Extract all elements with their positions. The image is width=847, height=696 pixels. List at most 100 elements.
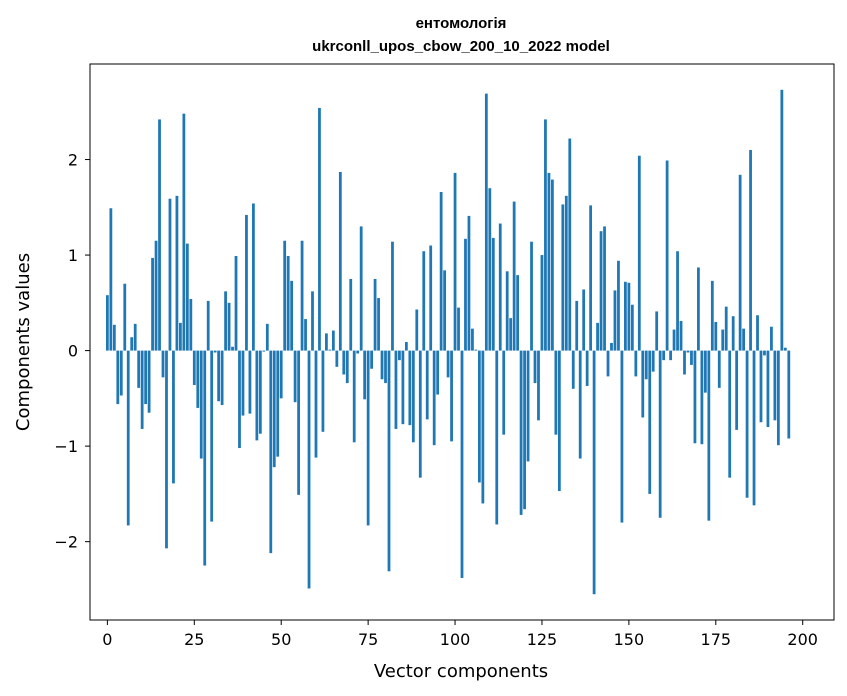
bar [557, 350, 561, 492]
bar-series [105, 89, 791, 595]
y-axis: −2 −1 0 1 2 [54, 151, 90, 552]
bar [349, 278, 353, 351]
bar [321, 350, 325, 432]
bar [352, 350, 356, 443]
bar [627, 282, 631, 351]
bar [199, 350, 203, 459]
bar [109, 208, 113, 351]
bar [363, 350, 367, 400]
chart-title-line-1: ентомологія [416, 15, 507, 32]
bar [710, 280, 714, 351]
bar [787, 350, 791, 439]
bar [690, 350, 693, 365]
bar [460, 350, 464, 578]
bar [481, 350, 485, 504]
bar [537, 350, 540, 421]
bar [641, 350, 645, 418]
bar [356, 350, 360, 354]
bar [366, 350, 370, 526]
bar [488, 188, 492, 351]
bar [318, 107, 321, 351]
bar [422, 251, 426, 351]
x-tick-label: 175 [701, 630, 732, 649]
bar [404, 342, 408, 351]
bar [491, 237, 495, 351]
bar [703, 350, 707, 393]
y-tick-label: −1 [54, 437, 78, 456]
bar [495, 350, 499, 525]
y-axis-label: Components values [13, 253, 34, 431]
bar [457, 307, 460, 351]
bar [731, 316, 735, 351]
bar [338, 171, 342, 351]
bar [697, 267, 700, 351]
bar [182, 113, 186, 351]
bar [116, 350, 120, 405]
bar [290, 280, 294, 351]
bar [453, 172, 457, 351]
bar [217, 350, 221, 402]
bar [391, 241, 394, 351]
bar [773, 350, 777, 421]
y-tick-label: −2 [54, 533, 78, 552]
bar [241, 350, 245, 416]
x-tick-label: 125 [527, 630, 558, 649]
bar [742, 328, 745, 351]
bar [206, 300, 210, 351]
bar [224, 291, 227, 351]
bar [272, 350, 276, 468]
bar [161, 350, 165, 378]
bar [717, 350, 721, 388]
bar [140, 350, 144, 429]
bar [561, 204, 565, 351]
bar [408, 350, 412, 426]
bar [724, 306, 728, 351]
bar [429, 245, 433, 351]
bar [783, 347, 787, 351]
bar [551, 179, 554, 351]
bar [589, 205, 593, 351]
bar [644, 350, 648, 380]
bar [238, 350, 241, 449]
x-tick-label: 150 [614, 630, 645, 649]
bar [370, 350, 373, 369]
bar [123, 283, 127, 351]
x-tick-label: 0 [102, 630, 112, 649]
bar [293, 350, 297, 403]
bar [634, 350, 638, 377]
bar [425, 350, 429, 420]
bar [533, 350, 537, 384]
x-tick-label: 75 [358, 630, 378, 649]
bar [345, 350, 349, 384]
bar [544, 119, 547, 351]
bar [328, 349, 332, 351]
bar [617, 260, 620, 351]
bar [776, 350, 780, 446]
bar [105, 295, 109, 351]
bar [523, 350, 526, 510]
bar [620, 350, 624, 523]
bar [658, 350, 662, 518]
bar [248, 350, 252, 414]
bar [245, 214, 248, 351]
bar [325, 333, 328, 351]
bar [119, 350, 123, 396]
bar [728, 350, 732, 478]
bar [669, 350, 672, 361]
bar [721, 329, 725, 351]
bar [585, 350, 589, 386]
bar [283, 240, 287, 351]
bar [165, 350, 168, 549]
bar [592, 350, 596, 595]
bar [735, 350, 739, 430]
bar [258, 350, 262, 434]
bar [252, 203, 255, 351]
bar [384, 350, 387, 384]
bar [196, 350, 200, 408]
bar [568, 138, 572, 351]
bar [759, 350, 763, 423]
bar [342, 350, 346, 375]
bar [738, 174, 742, 351]
bar [436, 350, 440, 395]
bar [137, 350, 141, 388]
